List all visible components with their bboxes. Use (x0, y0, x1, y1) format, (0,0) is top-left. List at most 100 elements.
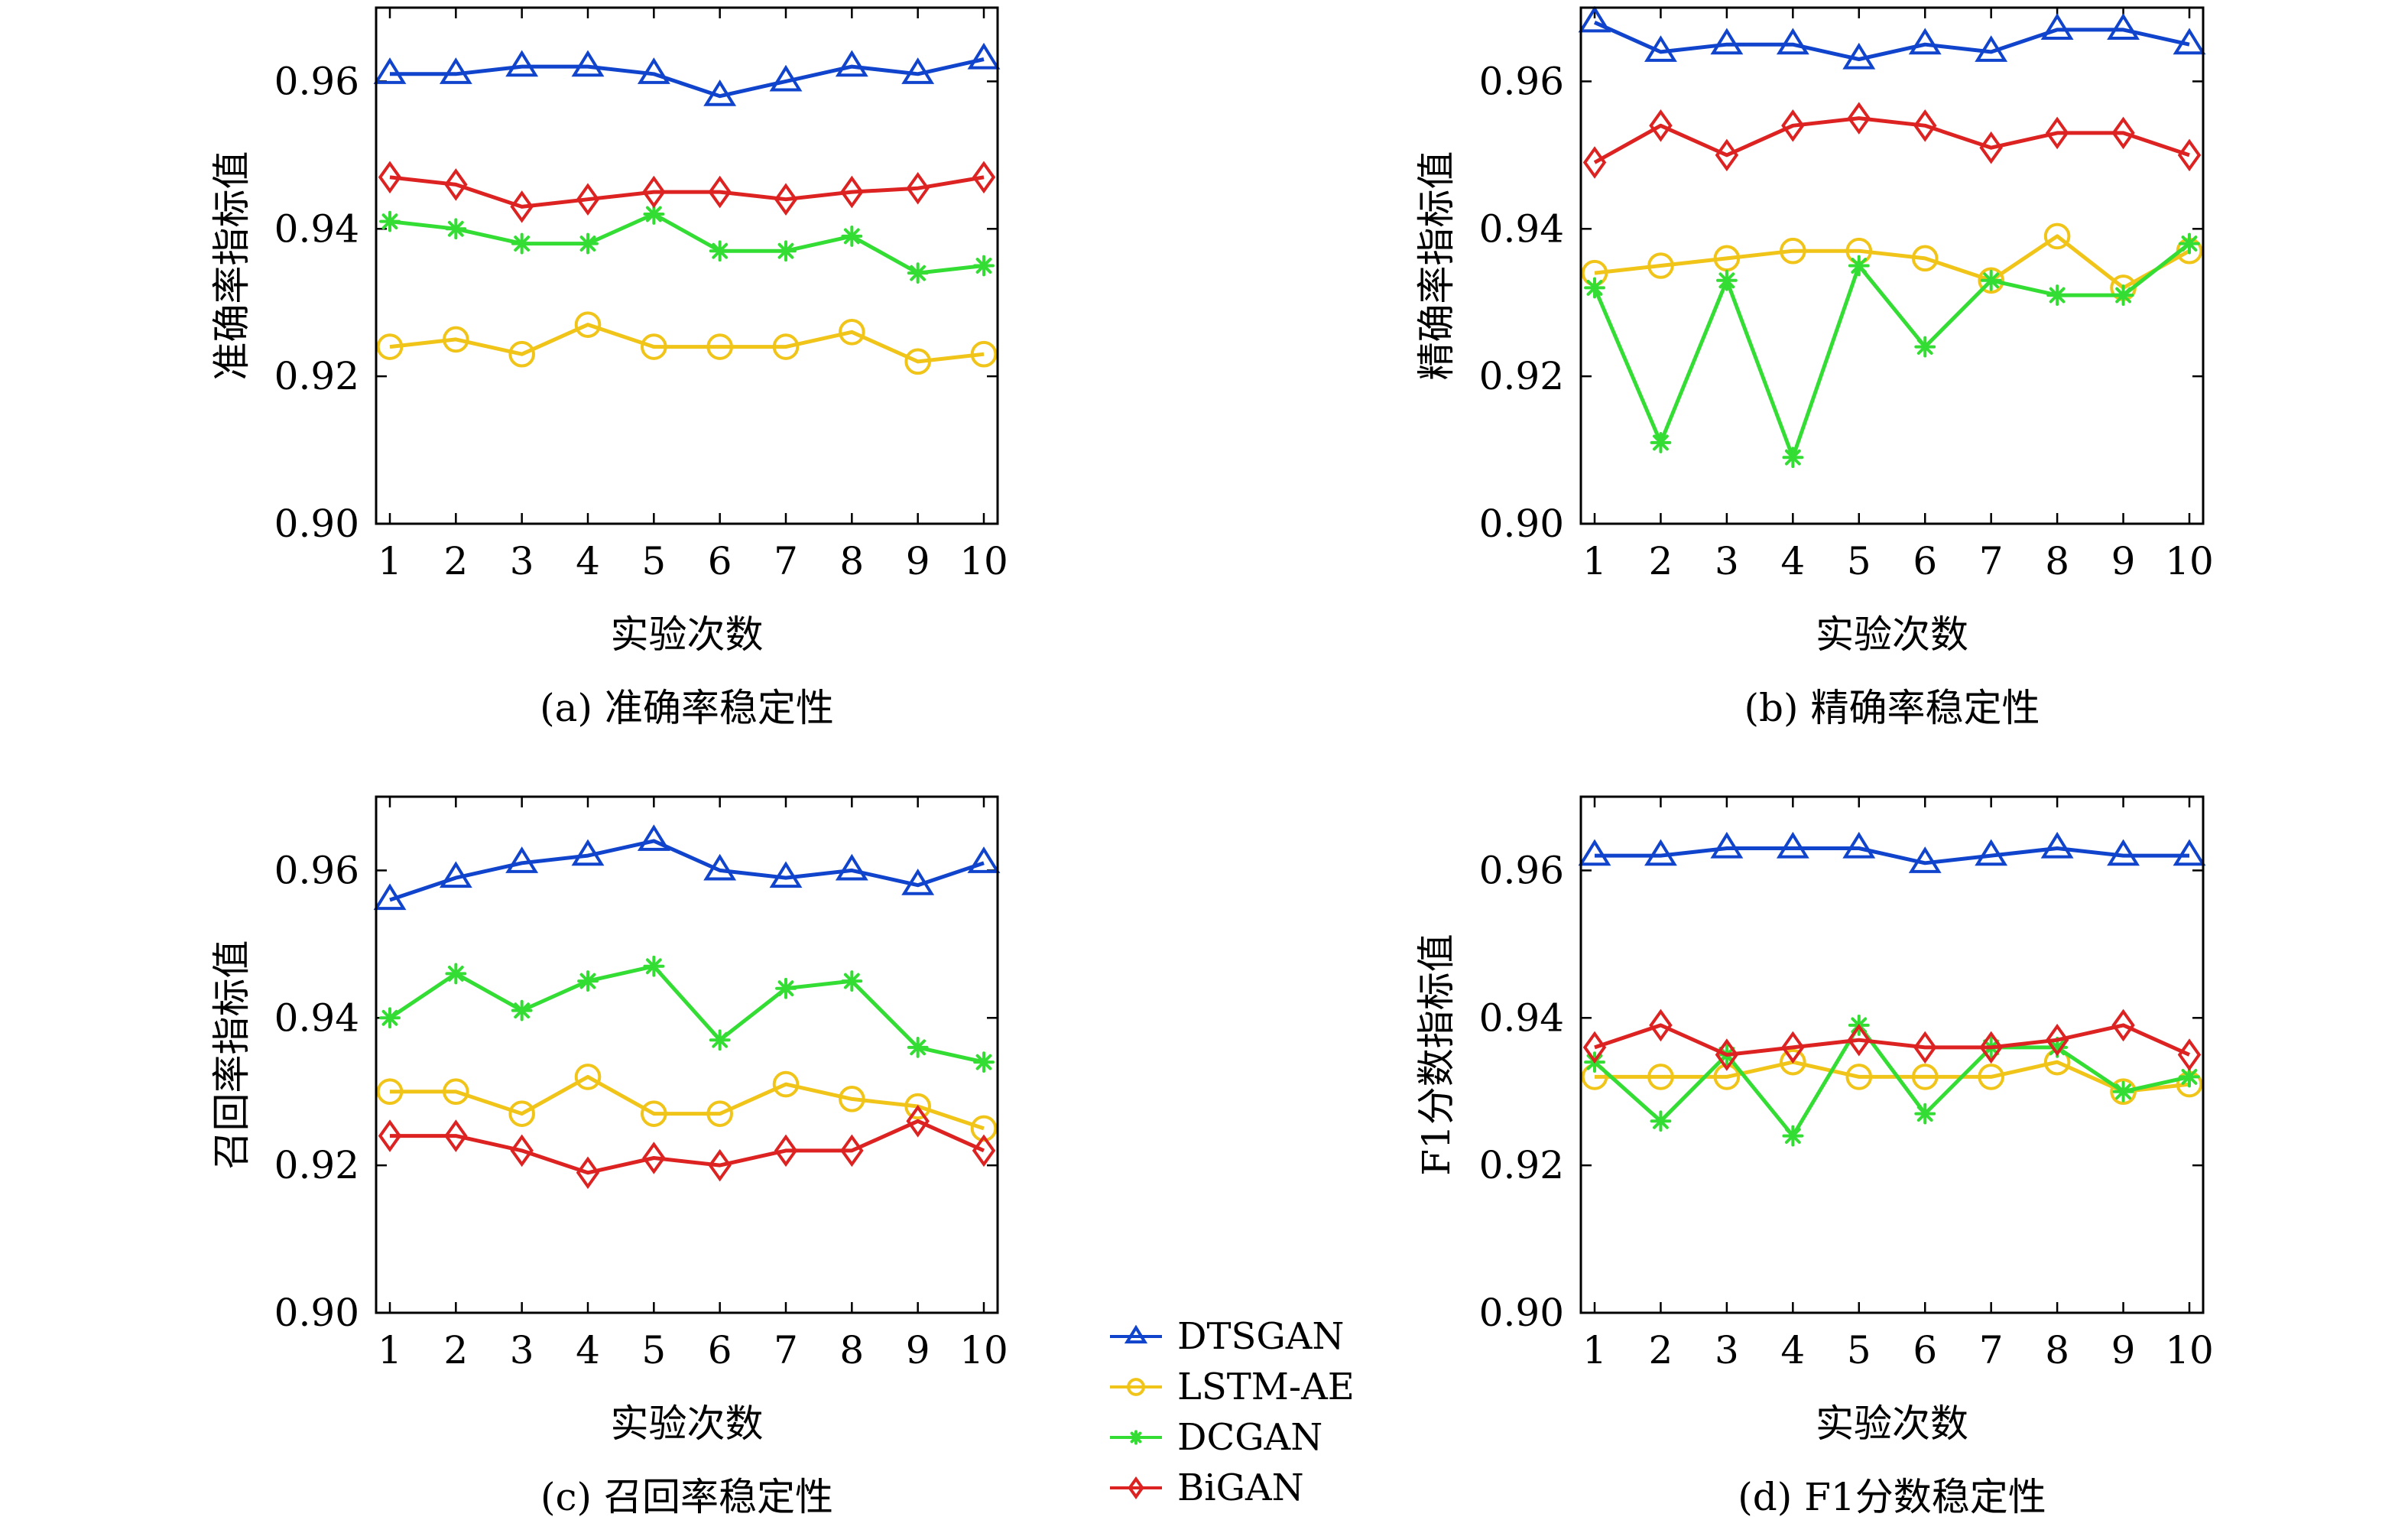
data-point (1780, 237, 1806, 265)
y-axis-label: 准确率指标值 (209, 151, 254, 381)
data-point (907, 1036, 929, 1058)
data-point (571, 839, 605, 866)
series-lstm-ae (1581, 222, 2203, 301)
data-point (439, 861, 472, 888)
x-tick-label: 7 (774, 1328, 798, 1372)
data-point (373, 57, 407, 84)
data-point (443, 1078, 469, 1106)
series-lstm-ae (376, 311, 998, 375)
y-tick-label: 0.96 (1479, 59, 1564, 103)
panel-caption: (c) 召回率稳定性 (540, 1475, 833, 1516)
data-point (1911, 1064, 1939, 1090)
data-point (1578, 5, 1611, 33)
data-point (511, 999, 533, 1021)
series-dtsgan (1578, 831, 2206, 873)
data-point (510, 1134, 534, 1168)
series-bigan (378, 1104, 996, 1190)
data-point (2112, 1080, 2134, 1103)
y-tick-label: 0.90 (274, 1291, 359, 1335)
data-point (769, 64, 803, 92)
data-point (511, 232, 533, 255)
data-point (2040, 13, 2074, 40)
data-point (1848, 255, 1870, 277)
data-point (376, 1078, 404, 1106)
data-point (642, 1142, 666, 1174)
series-bigan (1582, 1008, 2202, 1071)
x-tick-label: 2 (443, 539, 468, 583)
data-point (967, 42, 1001, 70)
x-tick-label: 3 (1715, 1328, 1739, 1372)
data-point (901, 57, 935, 84)
series-dtsgan (373, 42, 1001, 106)
y-tick-label: 0.90 (1479, 502, 1564, 546)
plot-frame (1579, 6, 2205, 525)
legend-item-dcgan: DCGAN (1110, 1416, 1322, 1459)
data-point (1845, 1064, 1873, 1090)
data-point (904, 1093, 931, 1120)
x-tick-label: 10 (2165, 539, 2214, 583)
series-bigan (1582, 102, 2202, 179)
x-tick-label: 4 (1780, 1328, 1805, 1372)
data-point (972, 161, 996, 194)
data-point (643, 955, 665, 977)
data-point (1647, 1064, 1674, 1090)
series-line (1593, 116, 2190, 164)
series-line (390, 57, 985, 99)
data-point (2110, 1078, 2137, 1106)
data-point (1776, 28, 1809, 55)
data-point (1781, 109, 1805, 142)
data-point (378, 161, 402, 194)
circle-icon (1127, 1378, 1145, 1396)
data-point (2179, 1066, 2200, 1088)
data-point (774, 183, 798, 216)
data-point (379, 210, 401, 232)
data-point (706, 333, 733, 360)
data-point (1913, 109, 1937, 142)
y-tick-label: 0.92 (1479, 354, 1564, 398)
data-point (1914, 336, 1936, 358)
x-tick-label: 8 (2045, 539, 2069, 583)
series-line (388, 964, 985, 1064)
data-point (907, 262, 929, 284)
data-point (1715, 138, 1739, 172)
x-tick-label: 2 (1649, 1328, 1673, 1372)
data-point (840, 175, 864, 209)
data-point (2040, 831, 2074, 859)
data-point (574, 1064, 602, 1090)
data-point (1780, 1048, 1806, 1076)
series-bigan (378, 161, 996, 223)
data-point (904, 348, 931, 375)
x-tick-label: 6 (708, 1328, 732, 1372)
data-point (1582, 146, 1607, 179)
y-tick-label: 0.94 (1479, 995, 1564, 1040)
x-tick-label: 3 (510, 539, 534, 583)
x-tick-label: 10 (959, 1328, 1008, 1372)
x-axis-label: 实验次数 (1816, 1401, 1968, 1446)
data-point (637, 57, 670, 84)
data-point (445, 963, 467, 985)
series-dcgan (379, 203, 995, 284)
x-tick-label: 9 (2111, 1328, 2136, 1372)
data-point (1644, 839, 1677, 866)
y-tick-label: 0.94 (274, 995, 359, 1040)
triangle-icon (1124, 1324, 1148, 1344)
data-point (574, 311, 602, 338)
data-point (2173, 839, 2206, 866)
data-point (1847, 102, 1871, 135)
data-point (839, 1086, 865, 1112)
data-point (835, 50, 868, 77)
data-point (1582, 1031, 1607, 1064)
data-point (2177, 1038, 2202, 1071)
series-line (389, 212, 985, 275)
x-tick-label: 9 (2111, 539, 2136, 583)
data-point (641, 333, 667, 360)
data-point (703, 853, 737, 881)
series-line (389, 323, 985, 364)
data-point (967, 846, 1001, 873)
data-point (576, 183, 600, 216)
data-point (841, 970, 863, 992)
data-point (906, 171, 930, 205)
data-point (774, 1134, 798, 1168)
data-point (1781, 1031, 1805, 1064)
